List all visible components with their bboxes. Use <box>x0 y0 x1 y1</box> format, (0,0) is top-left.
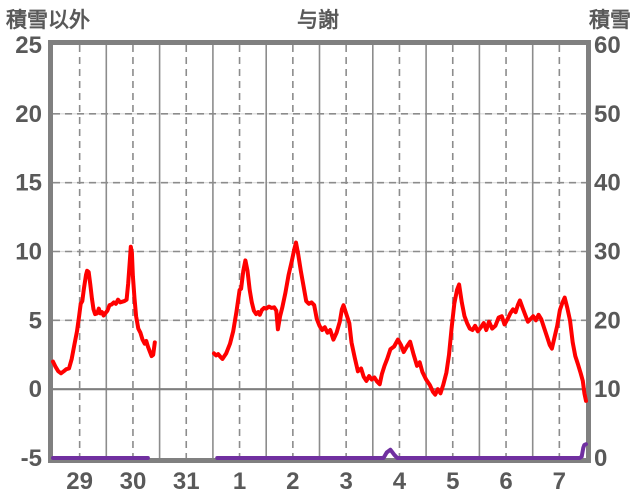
svg-text:31: 31 <box>173 468 200 495</box>
left-axis-title: 積雪以外 <box>6 9 90 32</box>
plot-border <box>48 40 591 463</box>
svg-text:4: 4 <box>393 468 407 495</box>
svg-text:-5: -5 <box>21 445 42 472</box>
svg-text:29: 29 <box>66 468 93 495</box>
svg-text:20: 20 <box>594 307 621 334</box>
svg-text:10: 10 <box>594 376 621 403</box>
svg-text:25: 25 <box>15 32 42 59</box>
svg-text:50: 50 <box>594 101 621 128</box>
svg-text:10: 10 <box>15 239 42 266</box>
svg-text:20: 20 <box>15 101 42 128</box>
svg-text:1: 1 <box>233 468 246 495</box>
svg-text:2: 2 <box>286 468 299 495</box>
chart-title: 与謝 <box>297 9 339 32</box>
svg-text:60: 60 <box>594 32 621 59</box>
svg-text:30: 30 <box>594 239 621 266</box>
svg-text:40: 40 <box>594 170 621 197</box>
svg-text:6: 6 <box>499 468 512 495</box>
svg-text:5: 5 <box>29 307 42 334</box>
svg-text:7: 7 <box>553 468 566 495</box>
svg-text:0: 0 <box>594 445 607 472</box>
left-axis-tick-labels: 25 20 15 10 5 0 -5 <box>15 32 42 472</box>
svg-text:3: 3 <box>339 468 352 495</box>
x-axis-tick-labels: 29 30 31 1 2 3 4 5 6 7 <box>66 468 566 495</box>
snow-line <box>51 442 588 460</box>
svg-text:30: 30 <box>120 468 147 495</box>
svg-text:15: 15 <box>15 170 42 197</box>
right-axis-tick-labels: 60 50 40 30 20 10 0 <box>594 32 621 472</box>
temperature-line <box>51 240 588 403</box>
svg-text:5: 5 <box>446 468 459 495</box>
svg-text:0: 0 <box>29 376 42 403</box>
right-axis-title: 積雪 <box>589 9 631 32</box>
